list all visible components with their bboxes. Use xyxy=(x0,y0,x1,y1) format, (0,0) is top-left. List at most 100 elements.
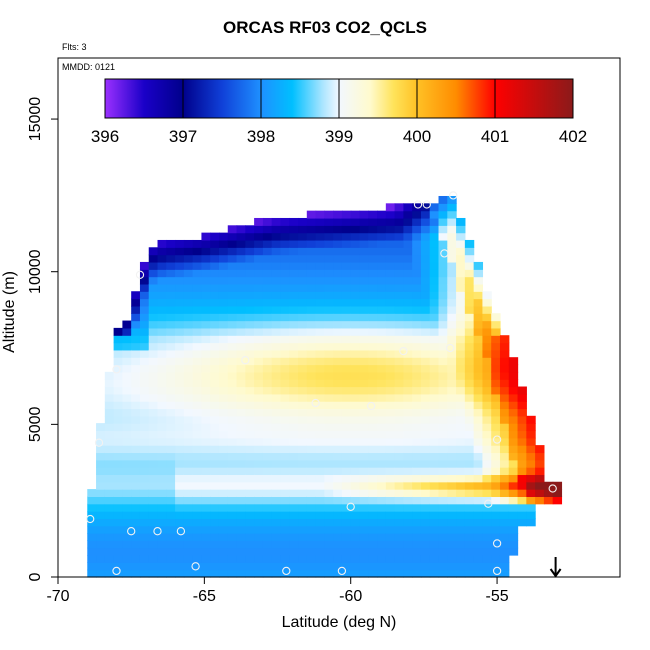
curtain-cell xyxy=(96,467,106,476)
curtain-cell xyxy=(491,386,501,395)
curtain-cell xyxy=(412,239,422,248)
curtain-cell xyxy=(192,474,203,483)
curtain-cell xyxy=(271,305,282,314)
curtain-cell xyxy=(262,415,273,424)
curtain-cell xyxy=(482,313,492,322)
colorbar: 396 397 398 399 400 401 402 xyxy=(91,78,587,146)
curtain-cell xyxy=(175,305,185,314)
curtain-cell xyxy=(385,533,396,541)
curtain-cell xyxy=(403,423,413,432)
curtain-cell xyxy=(473,533,484,541)
curtain-cell xyxy=(482,533,492,541)
curtain-cell xyxy=(183,445,194,454)
curtain-cell xyxy=(385,489,396,498)
curtain-cell xyxy=(394,452,404,461)
curtain-cell xyxy=(236,327,246,336)
curtain-cell xyxy=(218,327,229,336)
curtain-cell xyxy=(139,569,150,578)
curtain-cell xyxy=(201,283,211,292)
curtain-cell xyxy=(385,349,396,358)
curtain-cell xyxy=(201,540,211,549)
curtain-cell xyxy=(429,445,440,454)
curtain-cell xyxy=(412,217,422,226)
curtain-cell xyxy=(175,481,185,490)
curtain-cell xyxy=(350,210,361,219)
curtain-cell xyxy=(464,452,475,461)
curtain-cell xyxy=(412,452,422,461)
curtain-cell xyxy=(254,533,264,541)
curtain-cell xyxy=(245,481,255,490)
curtain-cell xyxy=(192,401,203,410)
curtain-cell xyxy=(324,452,334,461)
curtain-cell xyxy=(175,437,185,446)
curtain-cell xyxy=(341,210,352,219)
curtain-cell xyxy=(508,459,519,468)
curtain-cell xyxy=(473,496,484,505)
curtain-cell xyxy=(175,401,185,410)
curtain-cell xyxy=(175,364,185,373)
curtain-cell xyxy=(412,503,422,512)
curtain-cell xyxy=(218,269,229,278)
curtain-cell xyxy=(245,349,255,358)
curtain-cell xyxy=(131,459,141,468)
curtain-cell xyxy=(385,408,396,417)
sample-point xyxy=(399,346,408,356)
curtain-cell xyxy=(315,569,325,578)
curtain-cell xyxy=(403,489,413,498)
curtain-cell xyxy=(341,386,352,395)
curtain-cell xyxy=(482,386,492,395)
curtain-cell xyxy=(420,408,431,417)
curtain-cell xyxy=(236,269,246,278)
curtain-cell xyxy=(96,555,106,563)
curtain-cell xyxy=(210,489,220,498)
curtain-cell xyxy=(385,518,396,527)
curtain-cell xyxy=(438,283,448,292)
curtain-cell xyxy=(324,276,334,285)
sample-point xyxy=(127,527,136,536)
curtain-cell xyxy=(192,349,203,358)
curtain-cell xyxy=(289,305,299,314)
curtain-cell xyxy=(508,533,519,541)
curtain-cell xyxy=(201,533,211,541)
curtain-cell xyxy=(227,547,238,556)
curtain-cell xyxy=(394,401,404,410)
curtain-cell xyxy=(499,569,510,578)
curtain-cell xyxy=(236,283,246,292)
curtain-cell xyxy=(464,393,475,402)
curtain-cell xyxy=(377,393,387,402)
curtain-cell xyxy=(139,555,150,563)
sample-point xyxy=(337,566,347,576)
curtain-cell xyxy=(517,408,527,417)
curtain-cell xyxy=(96,547,106,556)
curtain-cell xyxy=(412,342,422,351)
curtain-cell xyxy=(403,503,413,512)
curtain-cell xyxy=(394,357,404,366)
curtain-cell xyxy=(227,540,238,549)
curtain-cell xyxy=(385,269,396,278)
curtain-cell xyxy=(113,547,123,556)
curtain-cell xyxy=(131,533,141,541)
curtain-cell xyxy=(429,261,440,270)
curtain-cell xyxy=(157,379,167,388)
curtain-cell xyxy=(262,371,273,380)
curtain-cell xyxy=(420,254,431,263)
curtain-cell xyxy=(306,313,317,322)
curtain-cell xyxy=(315,481,325,490)
curtain-cell xyxy=(315,276,325,285)
curtain-cell xyxy=(210,518,220,527)
curtain-cell xyxy=(183,276,194,285)
curtain-cell xyxy=(166,555,176,563)
curtain-cell xyxy=(289,217,299,226)
curtain-cell xyxy=(403,518,413,527)
curtain-cell xyxy=(271,533,282,541)
curtain-cell xyxy=(183,254,194,263)
curtain-cell xyxy=(447,269,457,278)
curtain-cell xyxy=(438,239,448,248)
curtain-cell xyxy=(403,459,413,468)
curtain-cell xyxy=(254,379,264,388)
curtain-cell xyxy=(262,511,273,519)
curtain-cell xyxy=(377,452,387,461)
curtain-cell xyxy=(148,320,159,329)
curtain-cell xyxy=(420,393,431,402)
curtain-cell xyxy=(385,569,396,578)
